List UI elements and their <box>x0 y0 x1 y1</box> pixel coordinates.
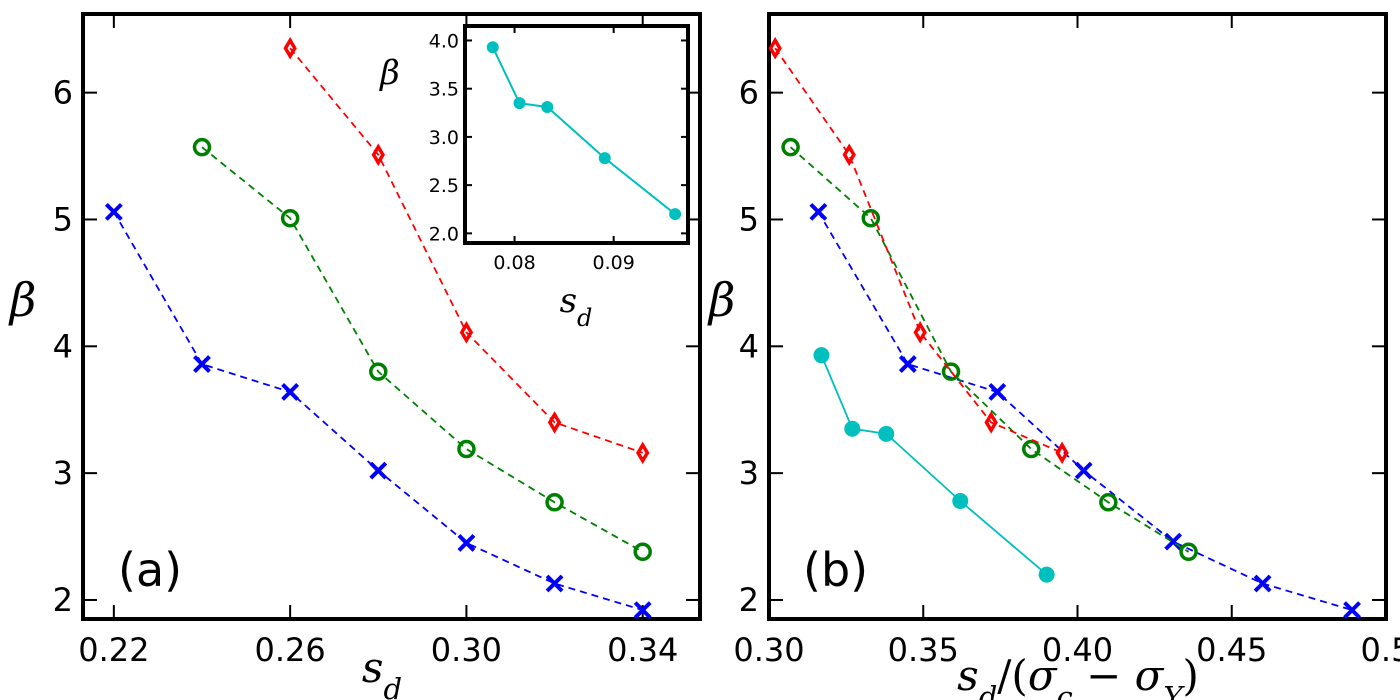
dot-marker <box>952 493 969 510</box>
dot-marker <box>878 425 895 442</box>
x-tick-label: 0.34 <box>607 631 678 669</box>
y-tick-label: 3.0 <box>429 127 459 149</box>
circle-marker <box>192 137 212 157</box>
x-marker <box>104 202 123 221</box>
x-marker <box>281 383 300 401</box>
circle-marker <box>781 137 800 157</box>
dot-marker <box>669 208 682 221</box>
x-marker <box>1074 461 1093 480</box>
x-marker <box>193 355 211 373</box>
x-tick-label: 0.35 <box>888 631 959 669</box>
y-tick-label: 3 <box>739 454 759 492</box>
diamond-marker <box>913 321 927 344</box>
circle-marker <box>1021 439 1041 459</box>
series-1 <box>104 202 652 620</box>
series-line <box>289 47 643 454</box>
x-tick-label: 0.30 <box>431 631 502 669</box>
dot-marker <box>1038 566 1055 583</box>
y-tick-label: 5 <box>53 200 73 238</box>
x-axis-label: sd​/(σc​ − σY​) <box>957 651 1199 700</box>
series-line <box>790 146 1190 553</box>
x-tick-label: 0.09 <box>593 252 635 274</box>
plot-frame <box>463 24 690 245</box>
y-tick-label: 3 <box>53 454 73 492</box>
circle-marker <box>457 439 476 459</box>
x-marker <box>809 202 828 221</box>
inset-x-axis-label: sd​ <box>560 281 593 332</box>
x-marker <box>633 601 652 620</box>
x-tick-label: 0.5 <box>1361 631 1400 669</box>
x-tick-label: 0.30 <box>733 631 804 669</box>
circle-marker <box>633 542 652 562</box>
diamond-marker <box>1055 441 1069 465</box>
y-tick-label: 2 <box>739 581 759 619</box>
series-2 <box>781 137 1198 562</box>
inset-chart: 0.08 0.09 2.0 2.5 3.0 3.5 4.0 sd​ β <box>378 24 690 332</box>
circle-marker <box>861 208 881 228</box>
x-marker <box>898 355 917 373</box>
y-tick-label: 2.0 <box>429 223 459 245</box>
x-tick-label: 0.08 <box>493 252 535 274</box>
x-tick-label: 0.45 <box>1196 631 1267 669</box>
diamond-marker <box>547 411 562 434</box>
y-tick-label: 4.0 <box>429 30 459 52</box>
panel-b: 0.30 0.35 0.40 0.45 0.5 2 3 4 5 6 sd​/(σc​ − σY​) β… <box>707 12 1400 700</box>
x-marker <box>545 574 564 593</box>
y-axis-label: β <box>707 273 736 327</box>
diamond-marker <box>842 143 856 167</box>
x-tick-label: 0.40 <box>1042 631 1113 669</box>
dot-marker <box>541 101 554 114</box>
plot-frame <box>767 12 1388 621</box>
y-tick-label: 6 <box>739 74 759 112</box>
circle-marker <box>280 208 300 228</box>
panel-tag: (b) <box>803 543 868 597</box>
series-line <box>201 146 644 553</box>
dot-marker <box>813 347 830 364</box>
y-axis-label: β <box>8 273 37 327</box>
x-marker <box>1164 532 1183 551</box>
x-tick-label: 0.22 <box>78 631 149 669</box>
x-marker <box>1343 601 1361 620</box>
series-1 <box>809 202 1361 620</box>
diamond-marker <box>459 321 474 344</box>
diamond-marker <box>283 36 297 60</box>
dot-marker <box>486 41 499 54</box>
x-marker <box>457 533 476 552</box>
diamond-marker <box>371 143 385 167</box>
y-tick-label: 4 <box>53 327 73 365</box>
diamond-marker <box>768 36 782 60</box>
series-3 <box>768 36 1069 465</box>
series-line <box>774 47 1063 454</box>
inset-y-axis-label: β <box>378 53 400 93</box>
y-tick-label: 6 <box>53 74 73 112</box>
y-tick-label: 5 <box>739 200 759 238</box>
circle-marker <box>941 362 961 381</box>
x-marker <box>988 383 1007 401</box>
series-3 <box>283 36 650 465</box>
circle-marker <box>545 493 564 512</box>
series-1 <box>486 41 682 221</box>
x-marker <box>1253 574 1272 593</box>
diamond-marker <box>636 441 650 465</box>
y-tick-label: 2.5 <box>429 175 459 197</box>
diamond-marker <box>984 411 998 434</box>
dot-marker <box>513 97 526 110</box>
circle-marker <box>1099 493 1118 512</box>
y-tick-label: 4 <box>739 327 759 365</box>
dot-marker <box>598 152 611 165</box>
circle-marker <box>369 362 388 381</box>
panel-tag: (a) <box>118 543 182 597</box>
series-2 <box>192 137 652 562</box>
circle-marker <box>1179 542 1198 562</box>
x-axis-label: sd​ <box>362 643 402 700</box>
x-tick-label: 0.26 <box>255 631 326 669</box>
series-4 <box>813 347 1055 583</box>
y-tick-label: 3.5 <box>429 79 459 101</box>
dot-marker <box>844 420 861 437</box>
y-tick-label: 2 <box>53 581 73 619</box>
x-marker <box>369 461 388 480</box>
